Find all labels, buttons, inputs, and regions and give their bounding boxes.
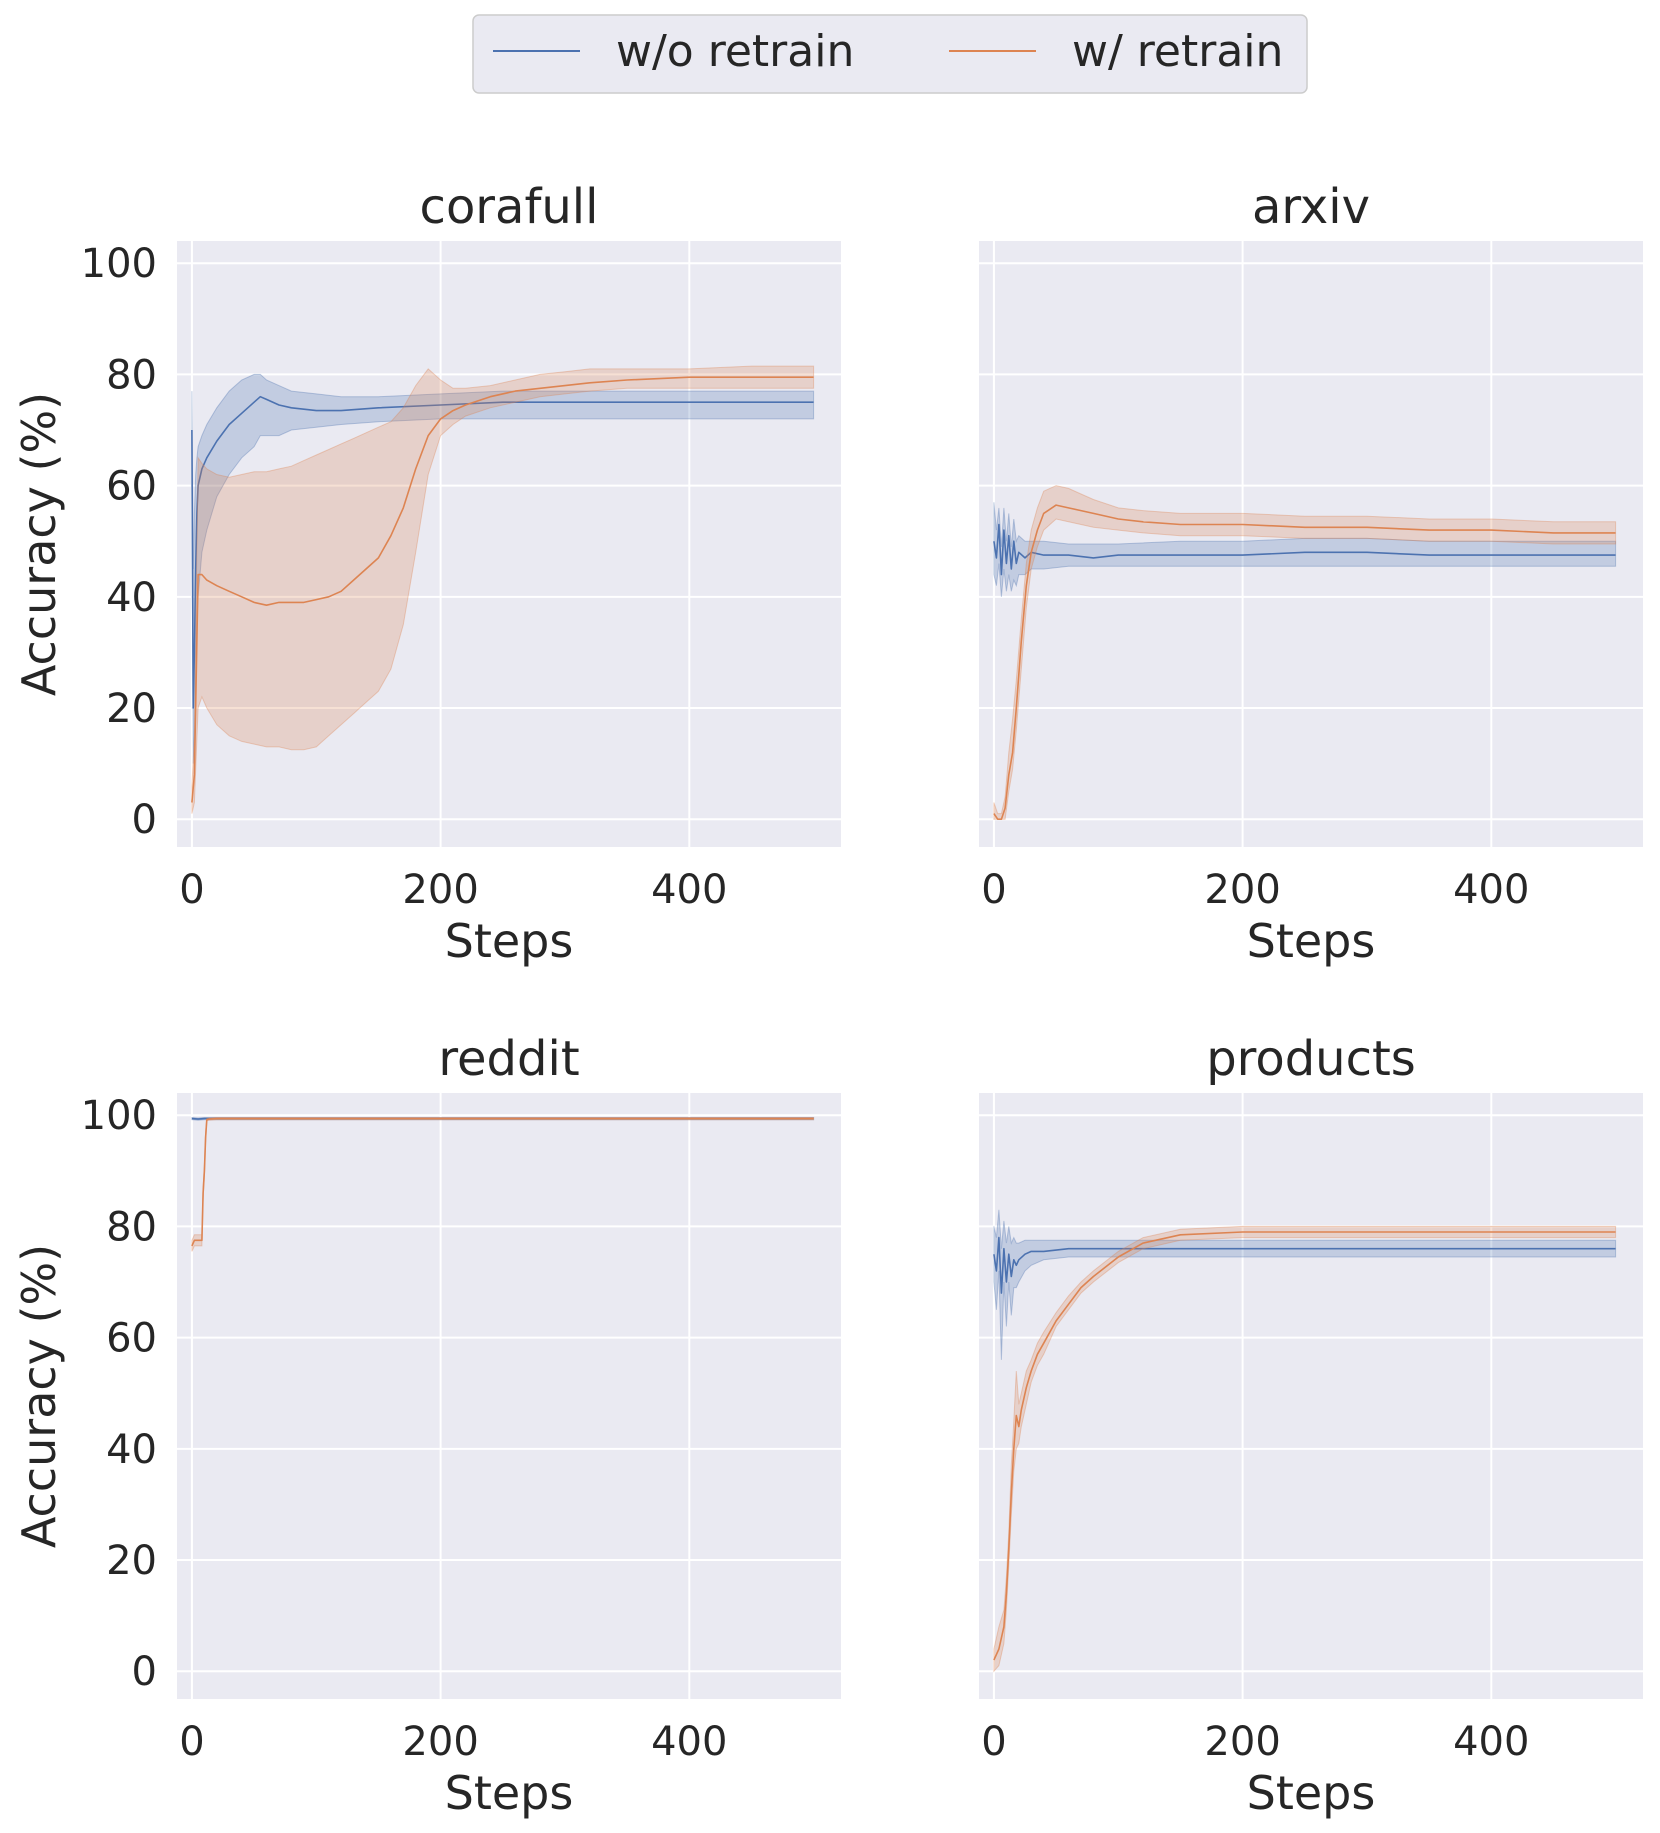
series-line-w-retrain xyxy=(993,1231,1616,1661)
x-tick-label: 400 xyxy=(1453,867,1529,913)
plot-area xyxy=(177,241,841,847)
x-tick-label: 0 xyxy=(179,867,204,913)
series-w-o-retrain xyxy=(993,1209,1617,1360)
series-line-w-retrain xyxy=(191,376,814,803)
panel-title: reddit xyxy=(438,1031,579,1087)
y-tick-label: 40 xyxy=(106,1427,157,1473)
legend-label-without-retrain: w/o retrain xyxy=(616,26,854,77)
y-tick-label: 100 xyxy=(81,1093,157,1139)
y-tick-label: 80 xyxy=(106,1204,157,1250)
y-tick-label: 60 xyxy=(106,464,157,510)
panel-corafull: 0 200 400 0 20 40 60 80 100 corafull Steps Accuracy… xyxy=(12,179,841,968)
series-w-retrain xyxy=(993,1225,1617,1673)
plot-area xyxy=(979,1093,1643,1699)
y-tick-label: 60 xyxy=(106,1316,157,1362)
y-axis-label: Accuracy (%) xyxy=(12,392,66,696)
panels: 0 200 400020406080100corafullStepsAccuracy… xyxy=(12,179,1643,1820)
series-w-retrain xyxy=(993,485,1617,820)
x-tick-label: 200 xyxy=(1204,867,1280,913)
y-tick-label: 20 xyxy=(106,1538,157,1584)
y-tick-label: 0 xyxy=(132,1649,157,1695)
y-axis-label: Accuracy (%) xyxy=(12,1244,66,1548)
x-axis-label: Steps xyxy=(1247,914,1376,968)
x-tick-label: 400 xyxy=(1453,1719,1529,1765)
series-line-w-o-retrain xyxy=(993,1236,1616,1294)
confidence-band-w-o-retrain xyxy=(993,1209,1617,1360)
confidence-band-w-o-retrain xyxy=(191,373,815,764)
x-tick-label: 0 xyxy=(981,1719,1006,1765)
x-tick-label: 400 xyxy=(651,1719,727,1765)
series-w-retrain xyxy=(191,365,815,814)
y-tick-label: 100 xyxy=(81,241,157,287)
series-w-retrain xyxy=(191,1117,815,1252)
x-tick-label: 200 xyxy=(1204,1719,1280,1765)
confidence-band-w-retrain xyxy=(993,485,1617,820)
series-line-w-retrain xyxy=(993,504,1616,820)
legend: w/o retrain w/ retrain xyxy=(472,14,1308,94)
x-axis-label: Steps xyxy=(1247,1766,1376,1820)
panel-arxiv: 0 200 400 arxiv Steps xyxy=(979,179,1643,968)
y-tick-label: 80 xyxy=(106,352,157,398)
y-tick-label: 20 xyxy=(106,686,157,732)
panel-title: arxiv xyxy=(1252,179,1370,235)
x-tick-label: 200 xyxy=(402,867,478,913)
x-tick-label: 0 xyxy=(179,1719,204,1765)
confidence-band-w-o-retrain xyxy=(993,502,1617,597)
legend-frame xyxy=(472,14,1308,94)
confidence-band-w-retrain xyxy=(993,1225,1617,1673)
x-tick-label: 0 xyxy=(981,867,1006,913)
x-axis-label: Steps xyxy=(445,914,574,968)
x-tick-label: 200 xyxy=(402,1719,478,1765)
y-tick-label: 40 xyxy=(106,575,157,621)
panel-title: corafull xyxy=(420,179,599,235)
x-axis-label: Steps xyxy=(445,1766,574,1820)
y-tick-label: 0 xyxy=(132,797,157,843)
x-tick-label: 400 xyxy=(651,867,727,913)
confidence-band-w-retrain xyxy=(191,365,815,814)
series-line-w-o-retrain xyxy=(191,395,814,709)
panel-title: products xyxy=(1206,1031,1416,1087)
legend-label-with-retrain: w/ retrain xyxy=(1072,26,1283,77)
panel-reddit: 0 200 400 0 20 40 60 80 100 reddit Steps Accuracy (… xyxy=(12,1031,841,1820)
panel-products: 0 200 400 products Steps xyxy=(979,1031,1643,1820)
series-w-o-retrain xyxy=(191,373,815,764)
plot-area xyxy=(177,1093,841,1699)
series-line-w-retrain xyxy=(191,1117,814,1247)
plot-area xyxy=(979,241,1643,847)
